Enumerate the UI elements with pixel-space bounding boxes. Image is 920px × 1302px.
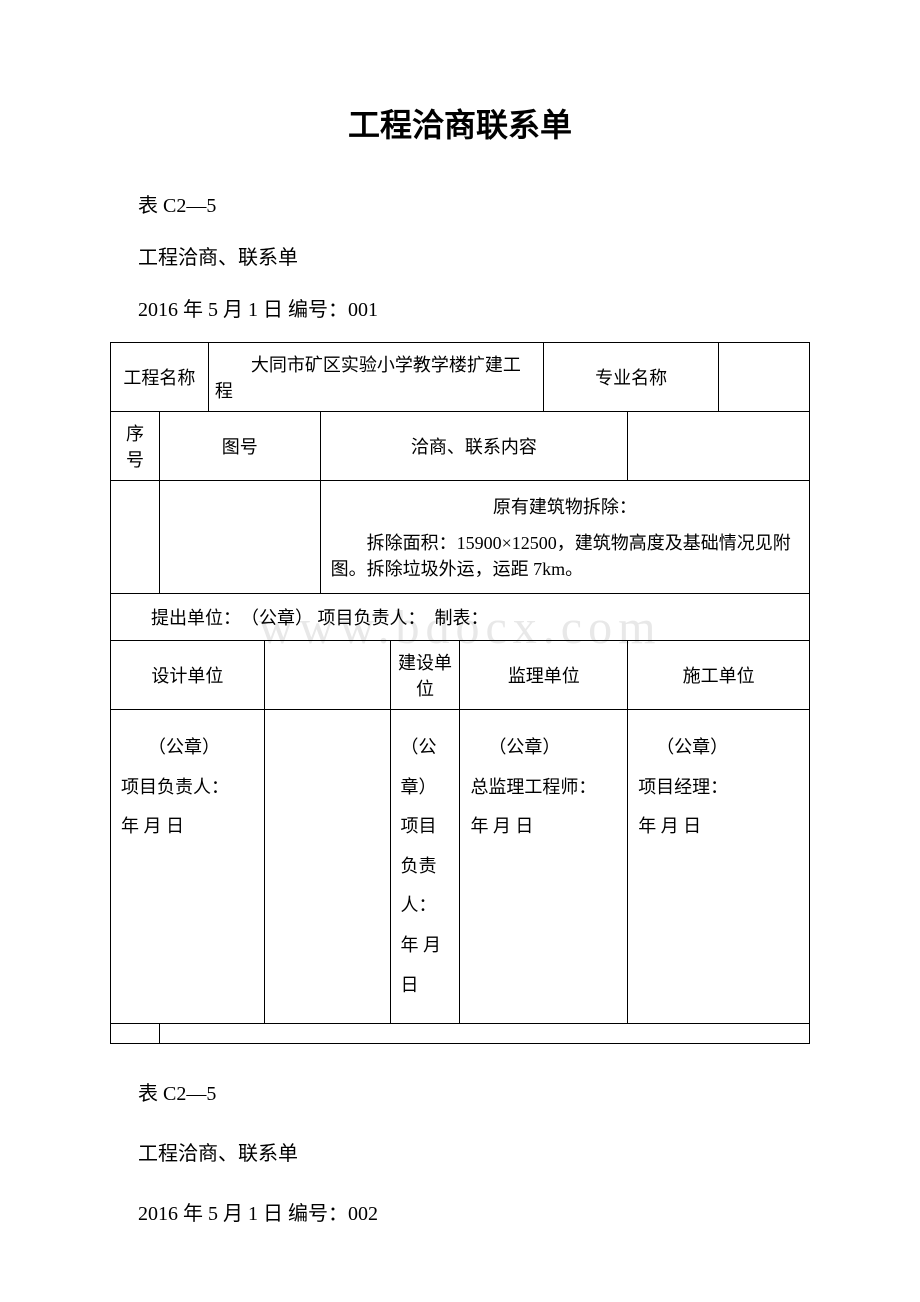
cell-content: 原有建筑物拆除： 拆除面积：15900×12500，建筑物高度及基础情况见附图。…	[320, 481, 809, 594]
label-project-name: 工程名称	[111, 343, 209, 412]
sig-supervise: （公章） 总监理工程师： 年 月 日	[460, 710, 628, 1024]
doc-type-1: 工程洽商、联系单	[138, 238, 810, 278]
sig-build: （公章） 项目负责人： 年 月 日	[390, 710, 460, 1024]
cell-empty	[111, 1024, 160, 1044]
doc-type-2: 工程洽商、联系单	[138, 1134, 810, 1174]
label-specialty-name: 专业名称	[544, 343, 719, 412]
cell-empty	[628, 412, 810, 481]
table-row: （公章） 项目负责人： 年 月 日 （公章） 项目负责人： 年 月 日 （公章）…	[111, 710, 810, 1024]
cell-drawing-value	[159, 481, 320, 594]
label-supervise-unit: 监理单位	[460, 641, 628, 710]
label-content-header: 洽商、联系内容	[320, 412, 628, 481]
submit-line: 提出单位： （公章） 项目负责人： 制表：	[111, 594, 810, 641]
table-row: 提出单位： （公章） 项目负责人： 制表：	[111, 594, 810, 641]
content-line1: 原有建筑物拆除：	[331, 493, 799, 519]
date-line-1: 2016 年 5 月 1 日 编号：001	[138, 290, 810, 330]
sig-design: （公章） 项目负责人： 年 月 日	[111, 710, 265, 1024]
table-code-1: 表 C2—5	[138, 186, 810, 226]
label-design-unit: 设计单位	[111, 641, 265, 710]
value-specialty-name	[719, 343, 810, 412]
table-row	[111, 1024, 810, 1044]
table-row: 工程名称 大同市矿区实验小学教学楼扩建工程 专业名称	[111, 343, 810, 412]
content-line2: 拆除面积：15900×12500，建筑物高度及基础情况见附图。拆除垃圾外运，运距…	[331, 529, 799, 581]
label-drawing-no: 图号	[159, 412, 320, 481]
value-project-name: 大同市矿区实验小学教学楼扩建工程	[208, 343, 543, 412]
cell-empty	[264, 710, 390, 1024]
date-line-2: 2016 年 5 月 1 日 编号：002	[138, 1194, 810, 1234]
cell-empty	[264, 641, 390, 710]
table-row: 序号 图号 洽商、联系内容	[111, 412, 810, 481]
form-table-1: 工程名称 大同市矿区实验小学教学楼扩建工程 专业名称 序号 图号 洽商、联系内容…	[110, 342, 810, 1044]
sig-construct: （公章） 项目经理： 年 月 日	[628, 710, 810, 1024]
table-code-2: 表 C2—5	[138, 1074, 810, 1114]
table-row: 原有建筑物拆除： 拆除面积：15900×12500，建筑物高度及基础情况见附图。…	[111, 481, 810, 594]
label-construct-unit: 施工单位	[628, 641, 810, 710]
cell-seq-value	[111, 481, 160, 594]
table-row: 设计单位 建设单位 监理单位 施工单位	[111, 641, 810, 710]
label-build-unit: 建设单位	[390, 641, 460, 710]
cell-empty	[159, 1024, 809, 1044]
label-seq: 序号	[111, 412, 160, 481]
page-title: 工程洽商联系单	[110, 100, 810, 146]
